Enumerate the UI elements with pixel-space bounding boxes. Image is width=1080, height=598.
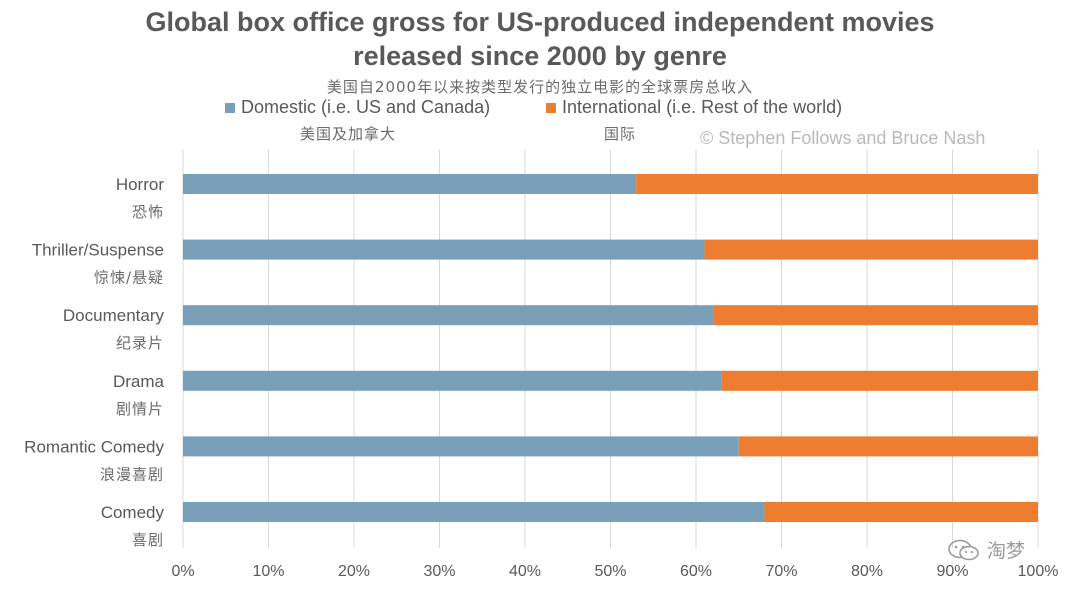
category-label-cn: 恐怖	[132, 203, 164, 221]
x-tick-label: 100%	[1018, 563, 1059, 580]
x-tick-label: 40%	[509, 563, 541, 580]
chart-title-line1: Global box office gross for US-produced …	[145, 7, 935, 37]
legend-label-domestic-cn: 美国及加拿大	[300, 125, 397, 143]
legend-item-domestic: Domestic (i.e. US and Canada)	[225, 97, 490, 118]
legend-swatch-international	[546, 102, 556, 113]
bar-domestic	[183, 305, 714, 326]
x-tick-label: 70%	[765, 563, 797, 580]
watermark-text: 淘梦	[987, 540, 1026, 562]
bar-international	[764, 502, 1038, 522]
legend-item-international: International (i.e. Rest of the world)	[546, 97, 842, 118]
bar-international	[713, 305, 1038, 326]
category-label-cn: 浪漫喜剧	[100, 465, 164, 483]
category-label-cn: 剧情片	[116, 400, 164, 418]
category-label-cn: 惊悚/悬疑	[94, 269, 164, 287]
bar-international	[636, 174, 1038, 194]
chart-title-line2: released since 2000 by genre	[353, 41, 727, 71]
category-label: Drama	[113, 372, 165, 391]
watermark: 淘梦	[947, 536, 1025, 563]
category-label-cn: 喜剧	[132, 531, 164, 549]
chart-subtitle-cn: 美国自2000年以来按类型发行的独立电影的全球票房总收入	[326, 78, 754, 96]
bar-domestic	[183, 174, 637, 194]
bar-international	[738, 436, 1038, 457]
legend-label-international-cn: 国际	[604, 125, 637, 143]
x-tick-label: 10%	[252, 563, 284, 580]
wechat-icon	[948, 539, 979, 560]
category-label: Horror	[116, 175, 165, 194]
bar-domestic	[183, 436, 739, 457]
x-tick-label: 30%	[423, 563, 455, 580]
copyright-notice: © Stephen Follows and Bruce Nash	[700, 128, 986, 148]
category-label: Romantic Comedy	[24, 437, 164, 456]
category-label: Comedy	[101, 503, 165, 522]
legend-label-international: International (i.e. Rest of the world)	[562, 97, 843, 117]
x-tick-label: 60%	[680, 563, 712, 580]
x-tick-label: 0%	[171, 563, 194, 580]
bar-international	[704, 239, 1038, 260]
category-label: Thriller/Suspense	[32, 241, 164, 260]
legend-swatch-domestic	[225, 102, 235, 113]
x-tick-label: 20%	[338, 563, 370, 580]
x-tick-label: 80%	[851, 563, 883, 580]
legend-label-domestic: Domestic (i.e. US and Canada)	[241, 97, 491, 117]
bar-domestic	[183, 502, 765, 522]
bar-international	[721, 370, 1038, 391]
x-tick-label: 50%	[594, 563, 626, 580]
category-label: Documentary	[63, 306, 165, 325]
bar-domestic	[183, 370, 722, 391]
bar-domestic	[183, 239, 705, 260]
category-label-cn: 纪录片	[116, 334, 164, 352]
x-tick-label: 90%	[936, 563, 968, 580]
